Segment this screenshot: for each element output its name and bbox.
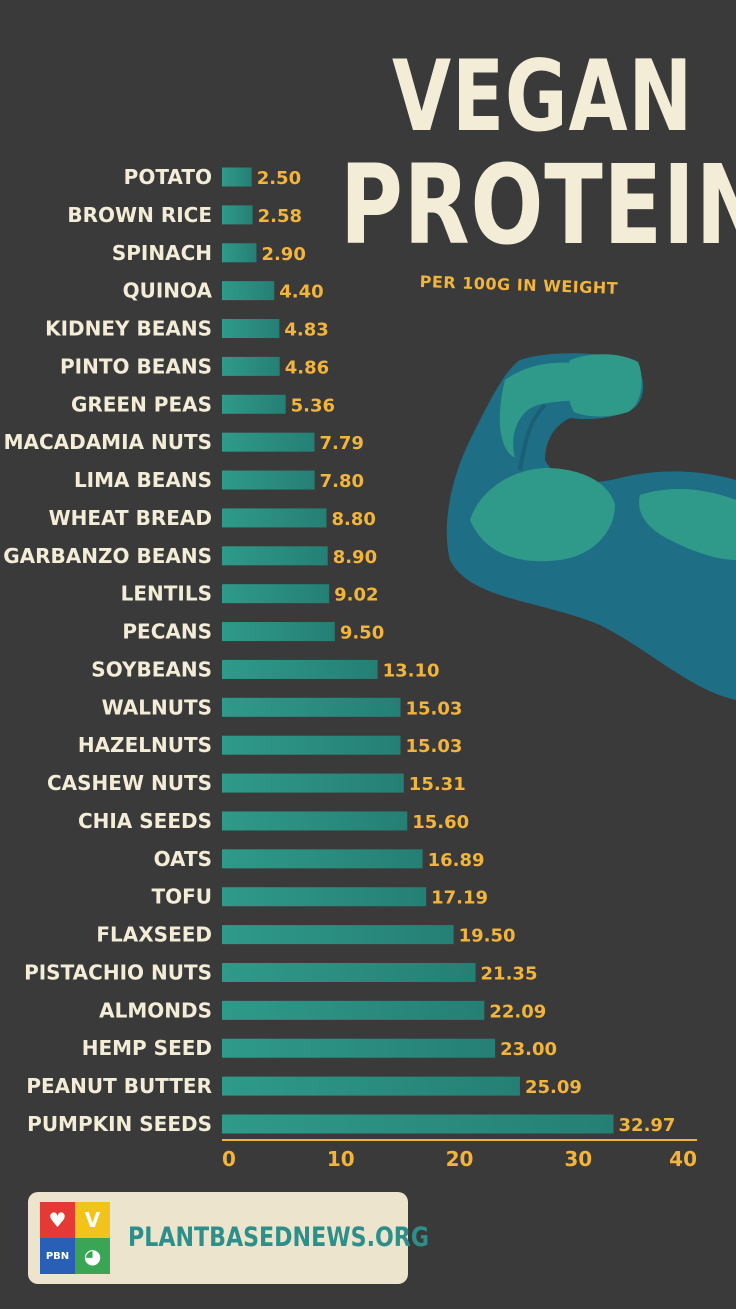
value-label: 2.90 [261, 244, 305, 265]
bar [222, 432, 315, 452]
v-icon: V [75, 1202, 110, 1238]
category-label: WALNUTS [102, 695, 212, 719]
value-label: 4.83 [284, 320, 328, 341]
value-label: 16.89 [428, 850, 485, 871]
value-label: 8.80 [332, 509, 376, 530]
heart-icon: ♥ [40, 1202, 75, 1238]
protein-bar-chart: POTATO 2.50 BROWN RICE 2.58 SPINACH 2.90 QUINO… [3, 165, 697, 1171]
bar [222, 319, 280, 339]
category-label: PINTO BEANS [60, 354, 212, 378]
value-label: 8.90 [333, 547, 377, 568]
bar [222, 394, 286, 414]
x-tick-label: 0 [222, 1147, 236, 1171]
arm-bicep [470, 468, 615, 562]
category-label: OATS [154, 847, 212, 871]
x-tick-label: 40 [669, 1147, 697, 1171]
bar [222, 659, 378, 679]
pbn-logo: ♥ V PBN ◕ [40, 1202, 110, 1274]
value-label: 15.03 [405, 698, 462, 719]
bar [222, 962, 476, 982]
arm-fist [566, 354, 642, 417]
category-label: TOFU [151, 885, 212, 909]
bar [222, 356, 280, 376]
category-label: FLAXSEED [96, 923, 212, 947]
bar [222, 622, 335, 642]
pbn-logo-text: PBN [40, 1238, 75, 1274]
category-label: PECANS [122, 620, 212, 644]
bar [222, 1000, 485, 1020]
x-tick-label: 20 [446, 1147, 474, 1171]
category-label: HAZELNUTS [78, 733, 212, 757]
category-label: MACADAMIA NUTS [4, 430, 212, 454]
value-label: 15.31 [409, 774, 466, 795]
value-label: 25.09 [525, 1077, 582, 1098]
bar [222, 735, 401, 755]
category-label: WHEAT BREAD [49, 506, 212, 530]
bar [222, 1076, 520, 1096]
value-label: 9.02 [334, 585, 378, 606]
value-label: 4.40 [279, 282, 323, 303]
category-label: SPINACH [112, 241, 212, 265]
x-tick-label: 30 [564, 1147, 592, 1171]
value-label: 15.60 [412, 812, 469, 833]
category-label: PUMPKIN SEEDS [27, 1112, 212, 1136]
category-label: CHIA SEEDS [78, 809, 212, 833]
arm-shoulder [639, 488, 736, 560]
bar [222, 1114, 614, 1134]
arm-forearm-line [518, 403, 547, 471]
bar [222, 243, 257, 263]
bar [222, 205, 253, 225]
bar [222, 697, 401, 717]
category-label: ALMONDS [99, 998, 212, 1022]
value-label: 9.50 [340, 623, 384, 644]
category-label: KIDNEY BEANS [45, 317, 212, 341]
bar [222, 546, 328, 566]
category-label: HEMP SEED [82, 1036, 212, 1060]
category-label: POTATO [124, 165, 212, 189]
bar [222, 470, 315, 490]
value-label: 2.50 [257, 168, 301, 189]
bar [222, 773, 404, 793]
category-label: LENTILS [121, 582, 212, 606]
value-label: 22.09 [489, 1001, 546, 1022]
bar [222, 584, 330, 604]
category-label: PEANUT BUTTER [26, 1074, 212, 1098]
value-label: 5.36 [291, 395, 335, 416]
value-label: 32.97 [619, 1115, 676, 1136]
value-label: 15.03 [405, 736, 462, 757]
site-link[interactable]: PLANTBASEDNEWS.ORG [128, 1222, 430, 1253]
value-label: 23.00 [500, 1039, 557, 1060]
globe-icon: ◕ [75, 1238, 110, 1274]
bar [222, 281, 275, 301]
logo-badge[interactable]: ♥ V PBN ◕ PLANTBASEDNEWS.ORG [28, 1192, 429, 1284]
bar [222, 887, 427, 907]
value-label: 17.19 [431, 888, 488, 909]
title-line-1: VEGAN [392, 40, 694, 154]
category-label: BROWN RICE [67, 203, 212, 227]
category-label: SOYBEANS [91, 657, 212, 681]
value-label: 21.35 [481, 963, 538, 984]
category-label: GREEN PEAS [71, 392, 212, 416]
bar [222, 508, 327, 528]
value-label: 7.79 [320, 433, 364, 454]
category-label: LIMA BEANS [74, 468, 212, 492]
bar [222, 849, 423, 869]
value-label: 4.86 [285, 357, 329, 378]
bar [222, 811, 408, 831]
value-label: 13.10 [383, 660, 440, 681]
value-label: 19.50 [459, 926, 516, 947]
category-label: QUINOA [123, 279, 213, 303]
value-label: 2.58 [258, 206, 302, 227]
category-label: PISTACHIO NUTS [24, 960, 212, 984]
category-label: CASHEW NUTS [47, 771, 212, 795]
bar [222, 1038, 496, 1058]
x-tick-label: 10 [327, 1147, 355, 1171]
bar [222, 925, 454, 945]
category-label: GARBANZO BEANS [3, 544, 212, 568]
bar [222, 167, 252, 187]
value-label: 7.80 [320, 471, 364, 492]
title-line-2: PROTEIN [340, 141, 736, 269]
